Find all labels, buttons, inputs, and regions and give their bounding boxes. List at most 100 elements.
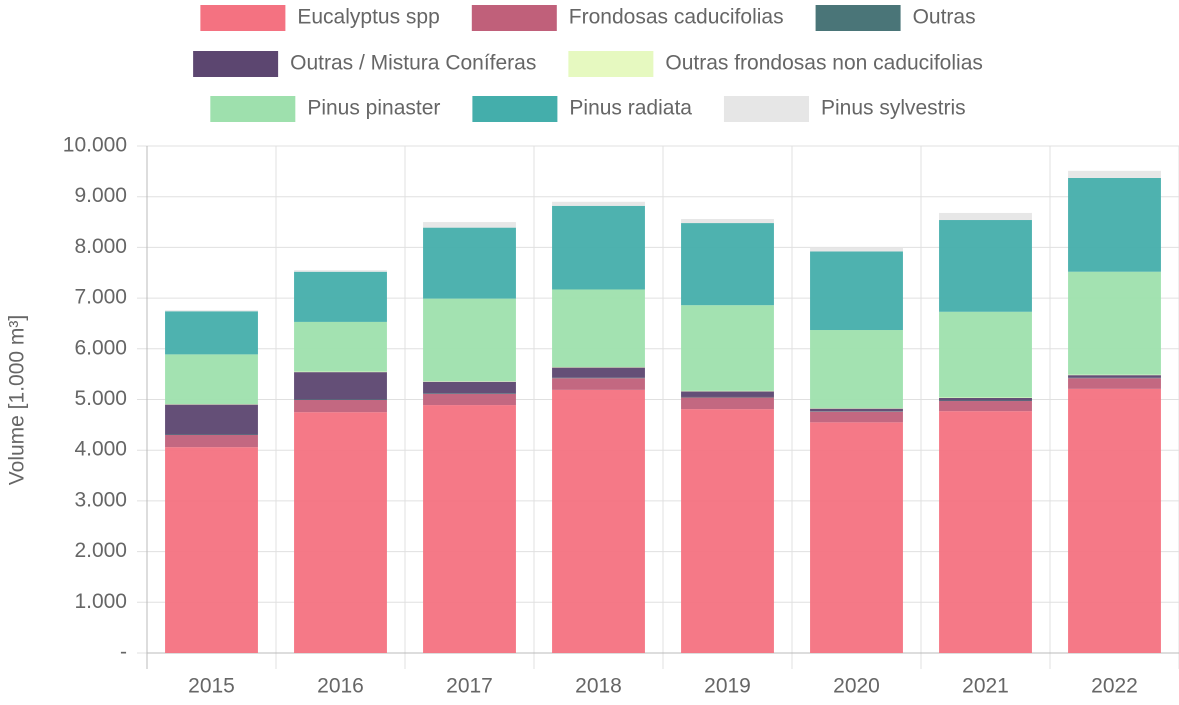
bar-segment	[552, 201, 645, 206]
bar-segment	[165, 404, 258, 405]
bar-segment	[423, 393, 516, 394]
bar-segment	[552, 205, 645, 290]
bar-segment	[423, 298, 516, 382]
y-tick-label: 8.000	[74, 235, 127, 258]
x-tick-label: 2015	[188, 675, 235, 698]
legend-label: Outras / Mistura Coníferas	[290, 52, 536, 75]
legend-label: Outras frondosas non caducifolias	[665, 52, 983, 75]
bar-segment	[810, 251, 903, 331]
y-tick-label: 9.000	[74, 184, 127, 207]
bar-segment	[552, 378, 645, 390]
bar-segment	[810, 408, 903, 409]
bar-segment	[939, 397, 1032, 398]
bar-segment	[423, 227, 516, 299]
legend-label: Pinus pinaster	[307, 97, 440, 120]
y-tick-label: 10.000	[63, 134, 127, 157]
legend-swatch	[472, 96, 558, 122]
bar-segment	[939, 411, 1032, 653]
bar-segment	[810, 422, 903, 653]
bar-segment	[423, 381, 516, 394]
bar-segment	[810, 247, 903, 252]
x-tick-label: 2022	[1091, 675, 1138, 698]
bar-segment	[294, 399, 387, 401]
bar-segment	[423, 222, 516, 228]
bar-segment	[294, 371, 387, 373]
bar-segment	[681, 223, 774, 306]
legend-swatch	[568, 51, 654, 77]
bar-segment	[939, 212, 1032, 221]
bar-segment	[681, 219, 774, 224]
bar-segment	[1068, 271, 1161, 375]
bar-segment	[165, 447, 258, 653]
legend-label: Pinus radiata	[569, 97, 692, 120]
bar-segment	[681, 409, 774, 653]
y-tick-label: 5.000	[74, 387, 127, 410]
bar-segment	[1068, 388, 1161, 653]
bar-segment	[1068, 170, 1161, 178]
bar-segment	[681, 396, 774, 398]
bar-segment	[294, 372, 387, 400]
bar-segment	[423, 393, 516, 406]
y-tick-label: 7.000	[74, 286, 127, 309]
bar-segment	[939, 220, 1032, 312]
bar-segment	[681, 397, 774, 410]
bar-segment	[939, 397, 1032, 401]
bar-segment	[423, 381, 516, 382]
y-tick-label: 2.000	[74, 539, 127, 562]
x-tick-label: 2018	[575, 675, 622, 698]
bar-segment	[552, 367, 645, 368]
legend-swatch	[815, 5, 901, 31]
legend-label: Eucalyptus spp	[297, 6, 439, 29]
legend-label: Outras	[913, 6, 976, 29]
bar-segment	[1068, 374, 1161, 376]
x-tick-label: 2019	[704, 675, 751, 698]
bar-segment	[294, 271, 387, 322]
y-tick-label: 4.000	[74, 438, 127, 461]
bar-segment	[294, 400, 387, 413]
bar-segment	[165, 434, 258, 435]
legend-swatch	[200, 5, 286, 31]
bar-segment	[165, 310, 258, 312]
bar-segment	[552, 367, 645, 378]
bar-segment	[810, 411, 903, 423]
legend-swatch	[193, 51, 279, 77]
bar-segment	[1068, 177, 1161, 272]
bar-segment	[294, 412, 387, 653]
y-tick-label: 3.000	[74, 488, 127, 511]
x-tick-label: 2017	[446, 675, 493, 698]
legend-label: Frondosas caducifolias	[569, 6, 784, 29]
bar-segment	[939, 401, 1032, 412]
bar-segment	[165, 434, 258, 448]
y-tick-label: -	[120, 641, 127, 664]
bar-segment	[552, 289, 645, 368]
bar-segment	[1068, 378, 1161, 389]
bar-segment	[552, 377, 645, 379]
x-tick-label: 2016	[317, 675, 364, 698]
bar-segment	[1068, 377, 1161, 379]
bar-segment	[810, 411, 903, 412]
legend-label: Pinus sylvestris	[821, 97, 966, 120]
bar-segment	[810, 408, 903, 412]
y-axis-label: Volume [1.000 m³]	[6, 315, 29, 485]
bar-segment	[165, 311, 258, 355]
bar-segment	[294, 270, 387, 272]
bar-segment	[681, 305, 774, 391]
y-tick-label: 6.000	[74, 336, 127, 359]
bar-segment	[165, 404, 258, 435]
legend-swatch	[210, 96, 296, 122]
bar-segment	[810, 330, 903, 409]
legend-swatch	[471, 5, 557, 31]
bar-segment	[681, 391, 774, 397]
y-tick-label: 1.000	[74, 590, 127, 613]
bar-segment	[939, 311, 1032, 398]
x-tick-label: 2020	[833, 675, 880, 698]
bar-segment	[294, 321, 387, 372]
bar-segment	[1068, 375, 1161, 378]
bar-segment	[165, 354, 258, 405]
bar-segment	[939, 400, 1032, 402]
x-tick-label: 2021	[962, 675, 1009, 698]
legend-swatch	[723, 96, 809, 122]
bar-segment	[552, 389, 645, 653]
bar-segment	[423, 405, 516, 653]
